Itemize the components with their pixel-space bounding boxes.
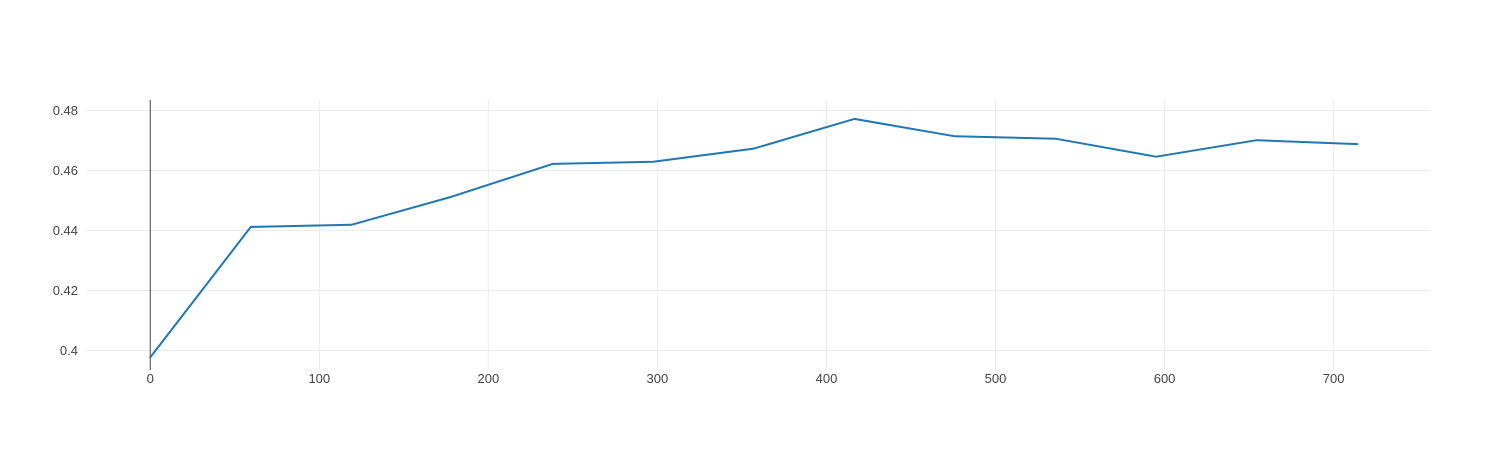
x-tick-label-5: 500: [985, 371, 1007, 386]
x-tick-label-6: 600: [1154, 371, 1176, 386]
y-tick-label-1: 0.42: [53, 283, 78, 298]
x-tick-label-2: 200: [478, 371, 500, 386]
x-tick-label-0: 0: [147, 371, 154, 386]
x-tick-label-1: 100: [308, 371, 330, 386]
series-layer: [149, 117, 1359, 359]
y-tick-label-2: 0.44: [53, 223, 78, 238]
x-tick-label-4: 400: [816, 371, 838, 386]
x-axis-tick-labels: 0 100 200 300 400 500 600 700: [147, 371, 1345, 386]
x-tick-label-7: 700: [1323, 371, 1345, 386]
y-tick-label-3: 0.46: [53, 163, 78, 178]
y-tick-label-4: 0.48: [53, 103, 78, 118]
x-tick-label-3: 300: [647, 371, 669, 386]
x-gridlines: [318, 100, 1335, 370]
y-tick-label-0: 0.4: [60, 343, 78, 358]
y-axis-tick-labels: 0.4 0.42 0.44 0.46 0.48: [53, 103, 78, 358]
y-gridlines: [86, 110, 1430, 351]
